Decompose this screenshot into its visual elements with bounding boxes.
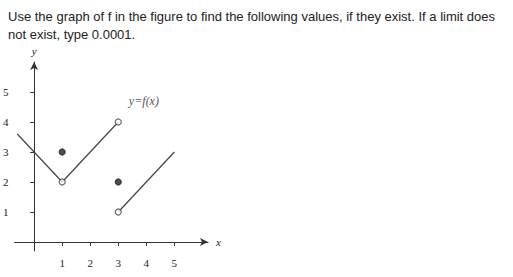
svg-text:1: 1 bbox=[59, 257, 65, 269]
svg-text:2: 2 bbox=[87, 257, 93, 269]
svg-text:5: 5 bbox=[3, 86, 9, 98]
svg-text:3: 3 bbox=[116, 257, 122, 269]
svg-text:5: 5 bbox=[172, 257, 178, 269]
svg-text:Use the graph of f in the figu: Use the graph of f in the figure to find… bbox=[8, 9, 499, 24]
svg-text:x: x bbox=[215, 236, 221, 248]
svg-text:y=f(x): y=f(x) bbox=[128, 94, 159, 108]
svg-text:4: 4 bbox=[144, 257, 150, 269]
svg-text:1: 1 bbox=[3, 206, 9, 218]
svg-text:not exist, type 0.0001.: not exist, type 0.0001. bbox=[8, 27, 135, 42]
svg-text:2: 2 bbox=[3, 176, 9, 188]
svg-text:3: 3 bbox=[3, 146, 9, 158]
svg-text:4: 4 bbox=[3, 116, 9, 128]
svg-text:y: y bbox=[31, 45, 37, 57]
